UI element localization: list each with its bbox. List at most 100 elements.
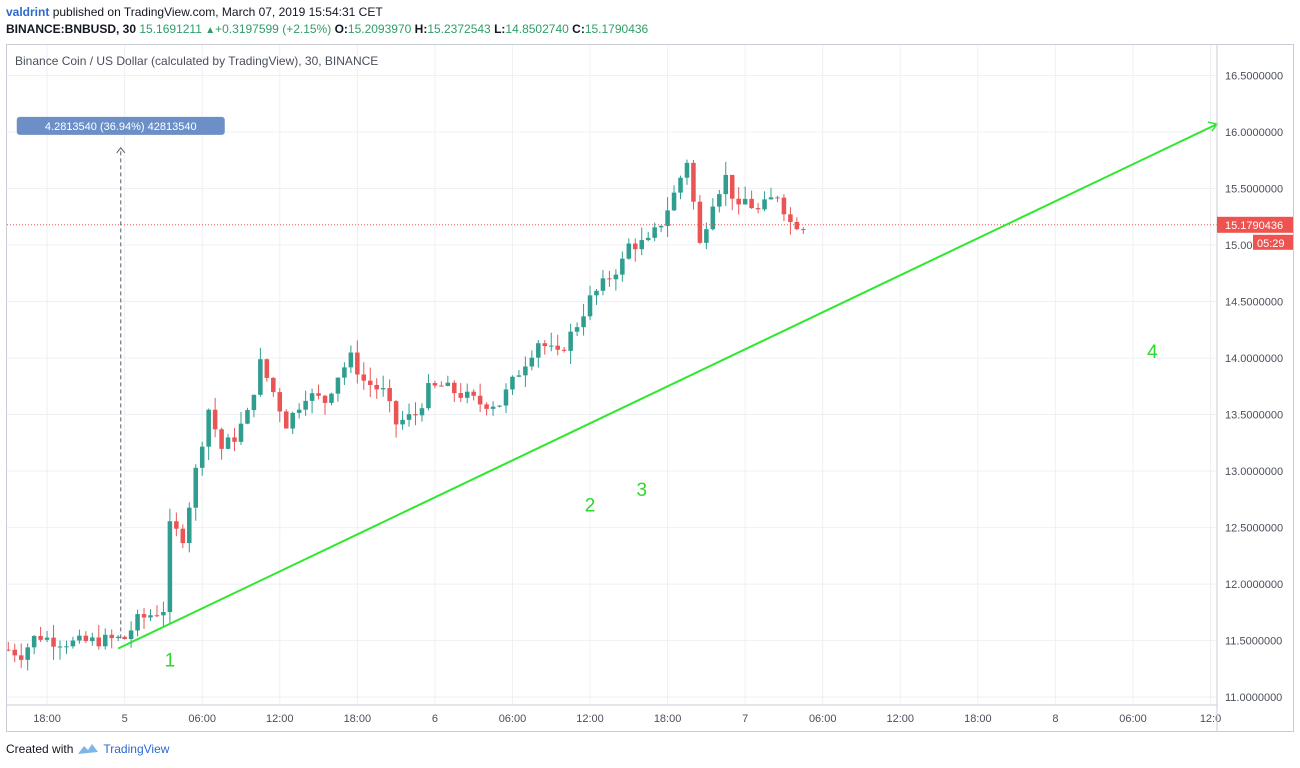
candle-body — [277, 392, 283, 412]
candle-body — [788, 214, 793, 222]
y-tick-label: 11.0000000 — [1225, 692, 1282, 704]
created-with-text: Created with — [6, 742, 74, 756]
candle-body — [212, 409, 218, 430]
trendline — [117, 123, 1218, 650]
candle-body — [464, 391, 470, 398]
candle-body — [199, 446, 205, 468]
publish-info: valdrint published on TradingView.com, M… — [6, 5, 383, 19]
measure-label: 4.2813540 (36.94%) 42813540 — [45, 121, 197, 133]
candle-body — [607, 278, 612, 280]
footer: Created with TradingView — [6, 742, 169, 756]
drawings: 4.2813540 (36.94%) 42813540 1 2 3 4 — [7, 116, 1219, 672]
candle-body — [594, 290, 599, 296]
high-label: H: — [414, 22, 428, 36]
price-change: +0.3197599 (+2.15%) — [215, 22, 332, 36]
candle-body — [18, 655, 24, 660]
current-price: 15.1691211 — [139, 22, 202, 36]
up-arrow-icon: ▲ — [205, 25, 216, 36]
candle-body — [342, 367, 347, 378]
candle-body — [348, 352, 354, 368]
candle-body — [794, 221, 800, 230]
candle-body — [574, 327, 580, 332]
candle-body — [723, 174, 729, 195]
ohlc-legend: BINANCE:BNBUSD, 30 15.1691211 ▲+0.319759… — [6, 22, 648, 36]
author-name[interactable]: valdrint — [6, 5, 50, 19]
chart-frame[interactable]: 4.2813540 (36.94%) 42813540 1 2 3 4 11.00000… — [6, 44, 1294, 732]
candle-body — [645, 237, 651, 241]
candle-body — [613, 274, 619, 280]
candle-body — [232, 437, 237, 442]
candle-body — [600, 278, 606, 291]
candle-body — [361, 374, 367, 381]
last-price-label: 15.1790436 — [1225, 220, 1283, 232]
y-tick-label: 16.5000000 — [1225, 71, 1283, 83]
candle-body — [128, 630, 134, 639]
candle-body — [652, 227, 657, 238]
candle-body — [542, 343, 548, 347]
candle-body — [251, 394, 257, 411]
candle-body — [626, 243, 632, 259]
x-tick-label: 18:00 — [33, 713, 61, 725]
candle-body — [167, 521, 173, 613]
x-tick-label: 12:0 — [1200, 713, 1221, 725]
candle-body — [154, 615, 160, 617]
candle-body — [193, 467, 199, 508]
candle-body — [77, 635, 82, 641]
candles — [7, 159, 806, 671]
candle-body — [736, 198, 741, 205]
candle-body — [264, 359, 270, 378]
candle-body — [64, 646, 69, 648]
candle-body — [471, 391, 476, 396]
y-tick-label: 15.5000000 — [1225, 184, 1283, 196]
candle-body — [335, 377, 341, 394]
candle-body — [432, 383, 438, 386]
candle-body — [755, 208, 761, 210]
candle-body — [555, 345, 560, 350]
candle-body — [115, 636, 121, 639]
candle-body — [639, 240, 644, 250]
candle-body — [380, 388, 386, 390]
candlestick-chart[interactable]: 4.2813540 (36.94%) 42813540 1 2 3 4 11.00000… — [7, 45, 1293, 731]
close-label: C: — [572, 22, 585, 36]
grid — [7, 45, 1217, 705]
tradingview-brand[interactable]: TradingView — [103, 742, 170, 756]
candle-body — [529, 357, 535, 367]
candle-body — [781, 197, 787, 215]
wave-annotation: 2 — [585, 496, 596, 517]
candle-body — [665, 210, 670, 226]
candle-body — [510, 376, 515, 390]
candle-body — [587, 295, 593, 317]
candle-body — [452, 382, 457, 394]
candle-body — [51, 637, 56, 647]
candle-body — [426, 383, 431, 409]
x-tick-label: 18:00 — [344, 713, 372, 725]
candle-body — [180, 528, 186, 544]
open-label: O: — [334, 22, 348, 36]
candle-body — [678, 177, 683, 193]
x-tick-label: 12:00 — [266, 713, 294, 725]
x-tick-label: 18:00 — [964, 713, 992, 725]
y-tick-label: 11.5000000 — [1225, 636, 1282, 648]
candle-body — [83, 635, 89, 642]
x-tick-label: 8 — [1052, 713, 1058, 725]
measure-arrow-icon — [116, 147, 126, 154]
candle-body — [258, 359, 263, 395]
candle-body — [516, 375, 522, 377]
candle-body — [684, 162, 690, 178]
low-label: L: — [494, 22, 506, 36]
candle-body — [477, 395, 483, 405]
countdown-label: 05:29 — [1257, 238, 1285, 250]
candle-body — [161, 612, 166, 616]
candle-body — [102, 634, 108, 647]
wave-annotation: 1 — [165, 651, 176, 672]
candle-body — [710, 206, 716, 230]
candle-body — [322, 395, 328, 403]
y-tick-label: 12.0000000 — [1225, 579, 1283, 591]
x-tick-label: 06:00 — [188, 713, 216, 725]
y-tick-label: 16.0000000 — [1225, 127, 1283, 139]
candle-body — [581, 316, 586, 328]
candle-body — [658, 225, 664, 228]
countdown-badge — [1253, 234, 1293, 250]
candle-body — [329, 393, 334, 403]
candle-body — [245, 410, 250, 424]
